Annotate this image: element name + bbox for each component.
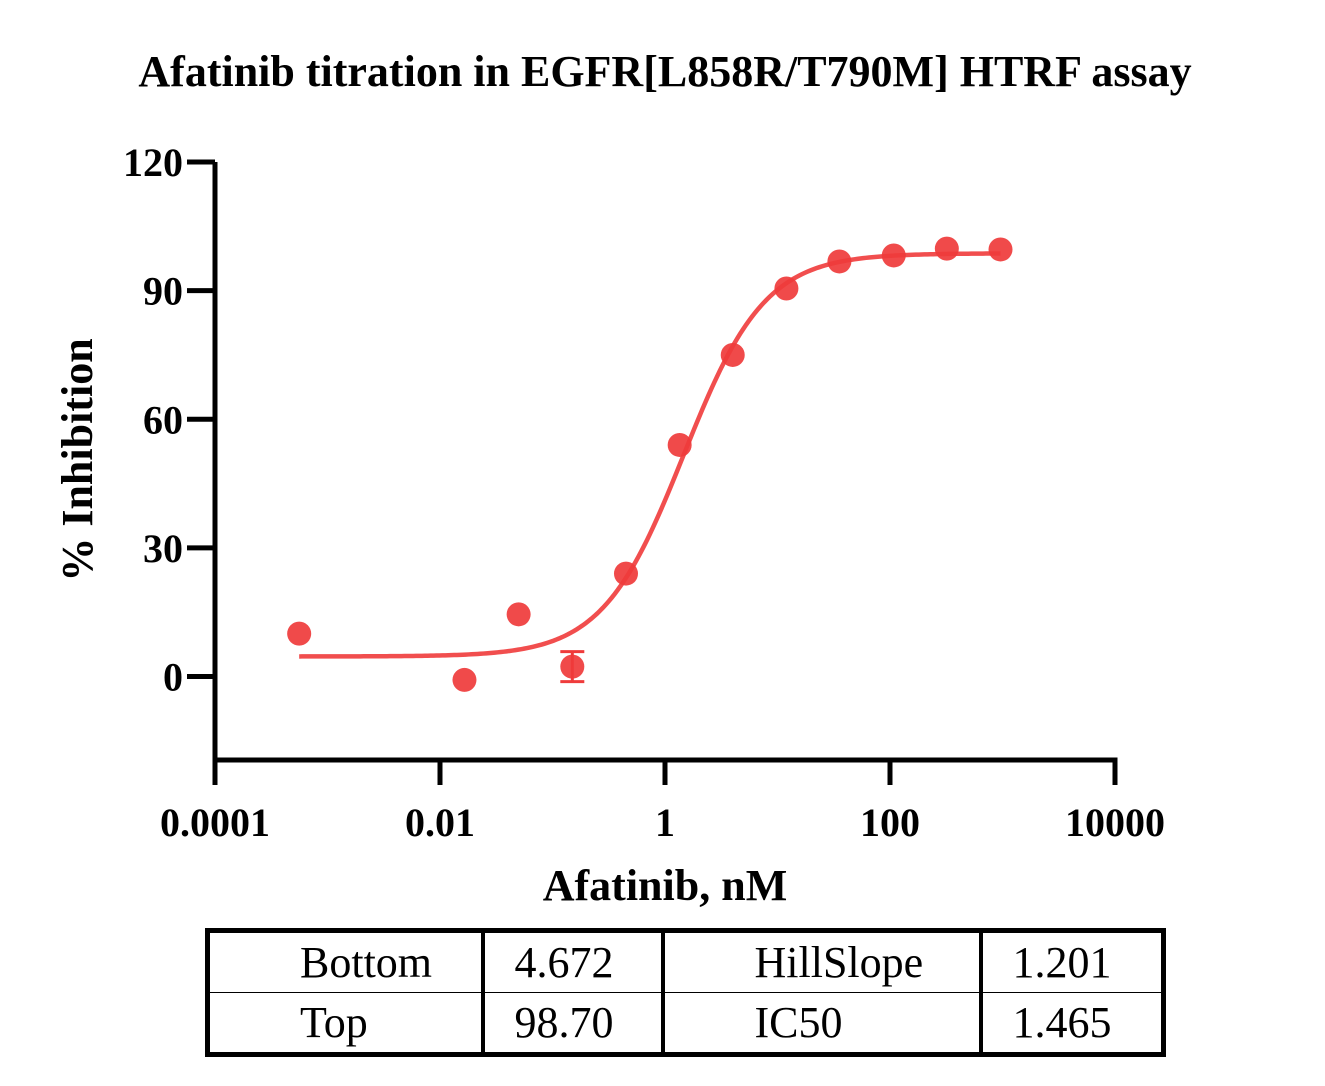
chart-title: Afatinib titration in EGFR[L858R/T790M] … [138,47,1191,96]
chart: Afatinib titration in EGFR[L858R/T790M] … [53,47,1192,910]
y-tick-label: 120 [123,140,183,185]
x-axis-label: Afatinib, nM [543,861,787,910]
parameter-table: Bottom 4.672 HillSlope 1.201 Top 98.70 I… [205,928,1166,1057]
data-point [774,276,799,301]
data-point [988,237,1013,262]
x-tick-label: 1 [655,800,675,845]
axes: 0 30 60 90 120 0.0001 0.01 1 100 10000 [123,140,1165,845]
data-point [827,249,852,274]
data-point [452,667,477,692]
data-point [934,236,959,261]
param-value-top: 98.70 [482,992,665,1055]
data-point [287,621,312,646]
y-axis-label: % Inhibition [53,338,102,581]
data-point [720,342,745,367]
param-name-hillslope: HillSlope [662,930,983,993]
x-tick-label: 10000 [1065,800,1165,845]
table-row: Bottom 4.672 HillSlope 1.201 [207,930,1164,993]
y-tick-label: 90 [143,269,183,314]
param-name-bottom: Bottom [207,930,485,993]
fit-layer [299,251,1001,659]
data-point [667,432,692,457]
param-name-top: Top [207,992,485,1055]
x-tick-label: 100 [860,800,920,845]
y-tick-label: 30 [143,526,183,571]
param-value-ic50: 1.465 [980,992,1164,1055]
data-point [560,654,585,679]
fit-curve [299,251,1001,659]
param-value-hillslope: 1.201 [980,930,1164,993]
data-point [613,561,638,586]
param-name-ic50: IC50 [662,992,983,1055]
data-point [506,602,531,627]
points-layer [287,236,1013,692]
x-tick-label: 0.01 [405,800,475,845]
param-value-bottom: 4.672 [482,930,665,993]
y-tick-label: 0 [163,655,183,700]
table-row: Top 98.70 IC50 1.465 [207,992,1164,1055]
data-point [881,243,906,268]
y-tick-label: 60 [143,397,183,442]
x-tick-label: 0.0001 [160,800,270,845]
